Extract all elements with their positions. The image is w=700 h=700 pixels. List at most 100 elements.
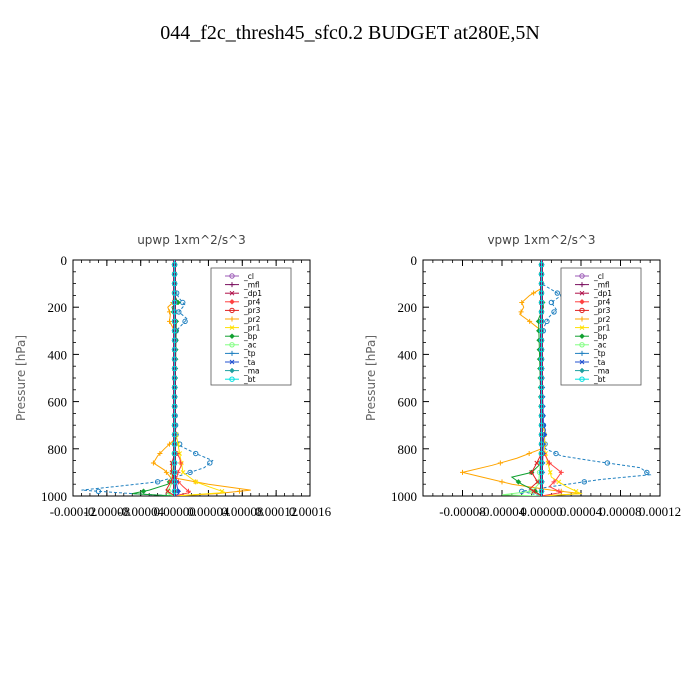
panel-1-series-pr4-marker bbox=[178, 460, 184, 466]
panel-2-series-pr4-marker bbox=[551, 479, 557, 485]
panel-2-series-pr3-marker bbox=[531, 488, 536, 494]
panel-1-series-tp-marker bbox=[207, 460, 213, 466]
panel-2-legend-marker bbox=[579, 342, 585, 348]
panel-2-series-bt-markers bbox=[538, 262, 545, 494]
panel-2-legend-label: _pr2 bbox=[593, 315, 611, 324]
panel-1-x-tick-label: -0.00004 bbox=[117, 504, 164, 519]
panel-2-legend-label: _pr1 bbox=[593, 323, 611, 332]
panel-1-legend-marker bbox=[229, 359, 235, 365]
figure-title: 044_f2c_thresh45_sfc0.2 BUDGET at280E,5N bbox=[160, 22, 540, 44]
panel-2-series-pr2-marker bbox=[526, 451, 532, 457]
panel-1-series-pr2-marker bbox=[166, 441, 172, 447]
panel-1-series-bt-marker bbox=[171, 394, 178, 400]
panel-1-series-tp-marker bbox=[180, 299, 186, 306]
panel-2-series-bt-marker bbox=[538, 290, 545, 296]
panel-1-legend-label: _ta bbox=[243, 358, 255, 367]
panel-1-series-bt-marker bbox=[171, 271, 178, 277]
panel-2-series-pr3-marker bbox=[534, 460, 540, 466]
panel-2-series-bt-marker bbox=[538, 413, 545, 419]
panel-1-series-bp-marker bbox=[140, 488, 147, 495]
panel-1-series-pr4-marker bbox=[185, 488, 191, 494]
panel-1-legend-marker bbox=[229, 325, 235, 330]
panel-1-series-bt-marker bbox=[171, 469, 178, 476]
panel-1-series-pr1-marker bbox=[180, 470, 186, 475]
panel-2-series-tp-marker bbox=[644, 469, 650, 476]
panel-1-legend-box bbox=[210, 267, 292, 386]
panel-2-legend-marker bbox=[579, 307, 585, 314]
panel-2-series-bp-marker bbox=[515, 478, 522, 485]
panel-1-legend-marker bbox=[229, 333, 235, 340]
panel-2-legend-label: _ta bbox=[593, 358, 605, 367]
panel-2-legend-label: _cl bbox=[593, 272, 604, 281]
panel-1-series-bt-marker bbox=[171, 290, 178, 296]
panel-2-y-axis-label: Pressure [hPa] bbox=[364, 335, 378, 421]
panel-1-series-tp-markers bbox=[95, 262, 213, 494]
panel-1-x-tick-label: -0.00012 bbox=[50, 504, 97, 519]
panel-2-legend-label: _bp bbox=[593, 332, 608, 341]
panel-1-title: upwp 1xm^2/s^3 bbox=[137, 233, 246, 247]
panel-2-legend-label: _ma bbox=[593, 366, 610, 375]
panel-1-series-tp-line bbox=[81, 260, 214, 496]
panel-2-series-bt-marker bbox=[538, 441, 545, 447]
panel-1-series-pr3-marker bbox=[168, 479, 173, 485]
panel-2-x-tick-label: -0.00004 bbox=[479, 504, 526, 519]
panel-2-series-pr2-marker bbox=[460, 469, 465, 475]
panel-2-title: vpwp 1xm^2/s^3 bbox=[487, 233, 595, 247]
panel-2-series-bt-marker bbox=[538, 479, 545, 485]
panel-2-series-pr1-marker bbox=[547, 470, 553, 475]
panel-2-series-pr2-marker bbox=[531, 290, 537, 296]
panel-1-series-bt-marker bbox=[171, 431, 178, 438]
panel-1-series-group bbox=[81, 260, 251, 496]
panel-2-series-bt-marker bbox=[538, 262, 545, 268]
panel-1-legend-label: _mfl bbox=[243, 280, 260, 289]
panel-1-series-pr2-marker bbox=[157, 451, 163, 457]
panel-2-series-bt-marker bbox=[538, 384, 545, 391]
panel-1-legend-label: _tp bbox=[243, 349, 256, 358]
panel-1-legend-label: _pr4 bbox=[243, 298, 261, 307]
panel-1-x-tick-label: -0.00008 bbox=[84, 504, 131, 519]
panel-1-legend-marker bbox=[229, 350, 235, 356]
panel-1-series-pr3-marker bbox=[165, 488, 171, 494]
panel-2-legend-label: _dp1 bbox=[593, 289, 612, 298]
panel-2-series-group bbox=[460, 260, 652, 496]
panel-2-legend-marker bbox=[579, 350, 585, 356]
panel-1-legend-marker bbox=[229, 342, 235, 348]
panel-2-series-tp-marker bbox=[519, 488, 525, 494]
panel-2-series-pr2-marker bbox=[519, 299, 525, 305]
panel-2-series-bt-marker bbox=[538, 280, 545, 287]
panel-1-series-bt-marker bbox=[171, 375, 178, 381]
panel-2-legend-marker bbox=[579, 325, 585, 330]
panel-2-legend-marker bbox=[579, 333, 585, 340]
panel-2-series-bt-marker bbox=[538, 318, 545, 325]
panel-2-series-pr3-marker bbox=[529, 470, 534, 475]
panel-2-series-tp-marker bbox=[544, 318, 550, 325]
panel-2-series-pr2-marker bbox=[518, 309, 524, 315]
panel-2-y-tick-label: 400 bbox=[398, 347, 418, 362]
panel-2-series-pr2-marker bbox=[497, 460, 503, 466]
panel-2-legend-label: _mfl bbox=[593, 280, 610, 289]
panel-2-series-tp-marker bbox=[554, 290, 560, 296]
panel-1-legend-label: _dp1 bbox=[243, 289, 262, 298]
panel-1-series-bt-marker bbox=[171, 365, 178, 372]
panel-1-y-tick-label: 1000 bbox=[41, 489, 67, 504]
panel-1-legend-label: _ma bbox=[243, 366, 260, 375]
panel-1-y-tick-label: 800 bbox=[48, 442, 68, 457]
panel-2-series-tp-marker bbox=[581, 479, 587, 485]
panel-1-series-pr1-marker bbox=[193, 479, 199, 485]
panel-1-legend-label: _bp bbox=[243, 332, 258, 341]
panel-2-series-pr2-markers bbox=[460, 262, 564, 494]
panel-2-series-bt-marker bbox=[538, 328, 545, 334]
panel-2-x-tick-label: -0.00008 bbox=[439, 504, 486, 519]
panel-2-series-bt-marker bbox=[538, 346, 545, 353]
panel-1-series-tp-marker bbox=[95, 488, 102, 494]
panel-1-x-tick-label: 0.00004 bbox=[187, 504, 230, 519]
panel-2-series-pr1-marker bbox=[556, 479, 562, 485]
panel-1-legend-marker bbox=[229, 290, 235, 296]
panel-2-series-pr4-marker bbox=[558, 469, 564, 475]
panel-1-series-pr2-marker bbox=[150, 460, 156, 466]
panel-1-legend-marker bbox=[229, 367, 235, 374]
panel-1-y-tick-label: 200 bbox=[48, 300, 68, 315]
panel-2-legend-label: _pr4 bbox=[593, 298, 611, 307]
panel-2-series-bt-marker bbox=[538, 488, 545, 494]
